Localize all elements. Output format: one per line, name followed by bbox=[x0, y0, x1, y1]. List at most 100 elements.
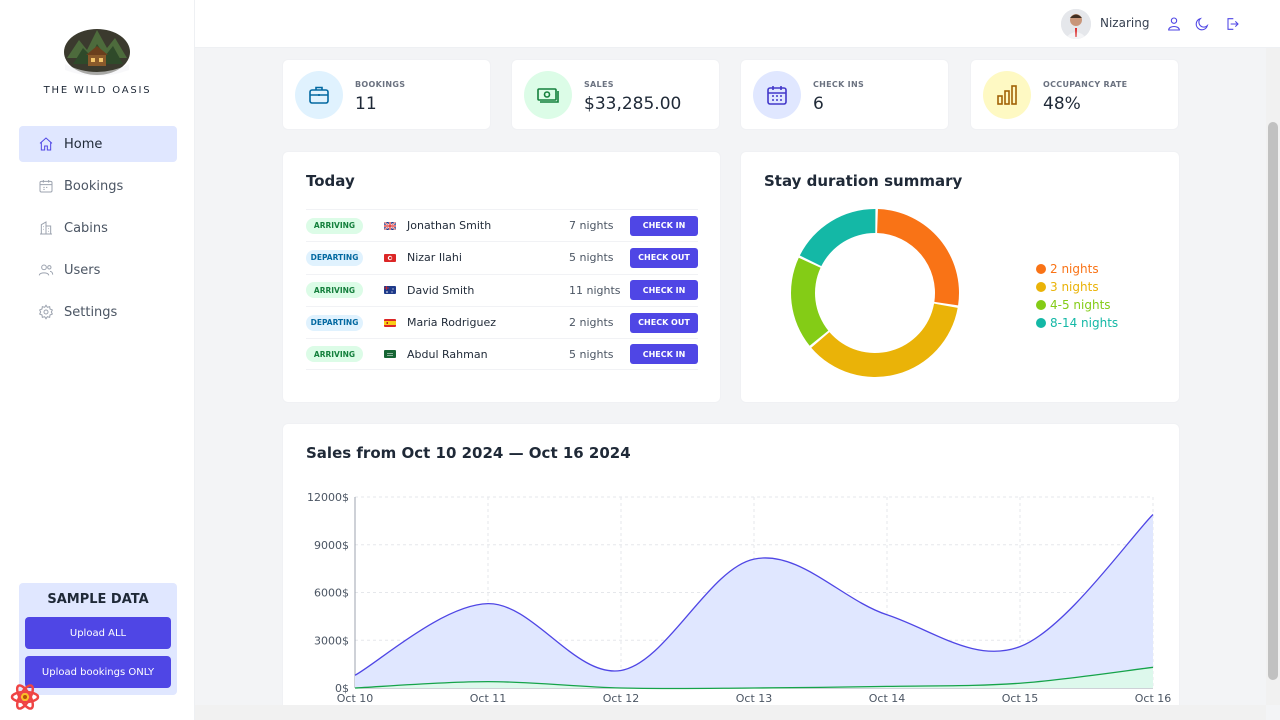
guest-name: Maria Rodriguez bbox=[407, 316, 496, 330]
x-tick-label: Oct 11 bbox=[470, 692, 507, 705]
today-list: ARRIVING Jonathan Smith 7 nights CHECK I… bbox=[306, 209, 698, 371]
username[interactable]: Nizaring bbox=[1100, 16, 1150, 30]
stat-label: BOOKINGS bbox=[355, 80, 406, 89]
stat-bookings: BOOKINGS 11 bbox=[282, 59, 491, 130]
today-row: ARRIVING Jonathan Smith 7 nights CHECK I… bbox=[306, 209, 698, 241]
stat-sales: SALES $33,285.00 bbox=[511, 59, 720, 130]
stat-icon-wrap bbox=[983, 71, 1031, 119]
donut-slice[interactable] bbox=[799, 209, 876, 267]
stat-check-ins: CHECK INS 6 bbox=[740, 59, 949, 130]
x-tick-label: Oct 14 bbox=[869, 692, 906, 705]
sidebar-item-label: Bookings bbox=[64, 178, 124, 194]
account-button[interactable] bbox=[1166, 16, 1182, 32]
donut-slice[interactable] bbox=[791, 257, 829, 346]
duration-legend: 2 nights 3 nights 4-5 nights 8-14 nights bbox=[1036, 260, 1118, 332]
stat-label: OCCUPANCY RATE bbox=[1043, 80, 1128, 89]
sidebar-item-label: Cabins bbox=[64, 220, 108, 236]
chart-bar-icon bbox=[997, 85, 1017, 105]
y-tick-label: 0$ bbox=[335, 682, 349, 695]
logout-button[interactable] bbox=[1224, 16, 1240, 32]
x-tick-label: Oct 10 bbox=[337, 692, 374, 705]
check-out-button[interactable]: CHECK OUT bbox=[630, 312, 698, 333]
banknotes-icon bbox=[537, 88, 559, 103]
scrollbar-thumb[interactable] bbox=[1268, 122, 1278, 680]
y-tick-label: 9000$ bbox=[314, 539, 349, 552]
donut-slice[interactable] bbox=[811, 303, 958, 378]
sidebar-item-home[interactable]: Home bbox=[19, 126, 177, 162]
x-tick-label: Oct 12 bbox=[603, 692, 640, 705]
legend-label: 3 nights bbox=[1050, 280, 1099, 294]
upload-bookings-button[interactable]: Upload bookings ONLY bbox=[25, 656, 171, 688]
calendar-days-icon bbox=[767, 86, 787, 105]
guest-name: Jonathan Smith bbox=[407, 219, 492, 233]
check-in-button[interactable]: CHECK IN bbox=[630, 215, 698, 236]
y-tick-label: 12000$ bbox=[307, 491, 349, 504]
stat-icon-wrap bbox=[753, 71, 801, 119]
users-icon bbox=[38, 264, 54, 276]
check-in-button[interactable]: CHECK IN bbox=[630, 344, 698, 365]
react-query-devtools-icon[interactable] bbox=[9, 683, 41, 711]
vertical-scrollbar[interactable] bbox=[1266, 48, 1280, 705]
sidebar-item-label: Users bbox=[64, 262, 101, 278]
status-badge: ARRIVING bbox=[306, 282, 363, 299]
legend-label: 8-14 nights bbox=[1050, 316, 1119, 330]
legend-label: 2 nights bbox=[1050, 262, 1099, 276]
horizontal-scrollbar[interactable] bbox=[195, 705, 1266, 720]
sample-data-panel: SAMPLE DATA Upload ALL Upload bookings O… bbox=[19, 583, 177, 695]
status-badge: ARRIVING bbox=[306, 346, 363, 363]
y-tick-label: 3000$ bbox=[314, 634, 349, 647]
top-header: Nizaring bbox=[195, 0, 1280, 48]
sidebar-item-label: Home bbox=[64, 136, 103, 152]
upload-all-button[interactable]: Upload ALL bbox=[25, 617, 171, 649]
logout-icon bbox=[1227, 18, 1239, 30]
sidebar-item-users[interactable]: Users bbox=[19, 252, 177, 288]
series-area bbox=[355, 514, 1153, 688]
flag-tn-icon bbox=[384, 253, 396, 262]
stat-label: SALES bbox=[584, 80, 614, 89]
legend-item: 4-5 nights bbox=[1036, 296, 1118, 314]
sample-data-title: SAMPLE DATA bbox=[47, 592, 149, 607]
legend-label: 4-5 nights bbox=[1050, 298, 1111, 312]
flag-sa-icon bbox=[384, 350, 396, 359]
series-area bbox=[355, 667, 1153, 689]
nights-count: 5 nights bbox=[569, 347, 614, 361]
today-row: DEPARTING Nizar Ilahi 5 nights CHECK OUT bbox=[306, 241, 698, 273]
series-line[interactable] bbox=[354, 514, 1154, 676]
stat-value: $33,285.00 bbox=[584, 94, 682, 114]
duration-title: Stay duration summary bbox=[764, 172, 963, 190]
sidebar-item-settings[interactable]: Settings bbox=[19, 294, 177, 330]
series-line[interactable] bbox=[354, 666, 1154, 690]
status-badge: DEPARTING bbox=[306, 249, 363, 266]
today-row: ARRIVING David Smith 11 nights CHECK IN bbox=[306, 273, 698, 306]
status-badge: DEPARTING bbox=[306, 314, 363, 331]
flag-au-icon bbox=[384, 286, 396, 295]
status-badge: ARRIVING bbox=[306, 217, 363, 234]
moon-icon bbox=[1195, 17, 1209, 31]
nights-count: 7 nights bbox=[569, 219, 614, 233]
legend-dot bbox=[1036, 318, 1046, 328]
stat-icon-wrap bbox=[295, 71, 343, 119]
x-tick-label: Oct 13 bbox=[736, 692, 773, 705]
legend-item: 3 nights bbox=[1036, 278, 1118, 296]
sidebar-item-bookings[interactable]: Bookings bbox=[19, 168, 177, 204]
check-out-button[interactable]: CHECK OUT bbox=[630, 247, 698, 268]
brand-name: THE WILD OASIS bbox=[43, 85, 152, 96]
legend-dot bbox=[1036, 300, 1046, 310]
guest-name: Abdul Rahman bbox=[407, 347, 488, 361]
briefcase-icon bbox=[309, 86, 329, 104]
calendar-icon bbox=[39, 180, 53, 193]
donut-slice[interactable] bbox=[877, 209, 959, 306]
home-icon bbox=[39, 137, 53, 151]
sidebar-item-cabins[interactable]: Cabins bbox=[19, 210, 177, 246]
stat-occupancy: OCCUPANCY RATE 48% bbox=[970, 59, 1179, 130]
gear-icon bbox=[38, 304, 54, 320]
dark-mode-toggle[interactable] bbox=[1194, 16, 1210, 32]
flag-uk-icon bbox=[384, 221, 396, 230]
sales-card: Sales from Oct 10 2024 — Oct 16 2024 0$ 3… bbox=[282, 423, 1180, 720]
today-row: ARRIVING Abdul Rahman 5 nights CHECK IN bbox=[306, 338, 698, 371]
today-row: DEPARTING Maria Rodriguez 2 nights CHECK… bbox=[306, 305, 698, 338]
stat-value: 11 bbox=[355, 94, 377, 114]
flag-es-icon bbox=[384, 318, 396, 327]
building-icon bbox=[40, 221, 52, 235]
check-in-button[interactable]: CHECK IN bbox=[630, 280, 698, 301]
